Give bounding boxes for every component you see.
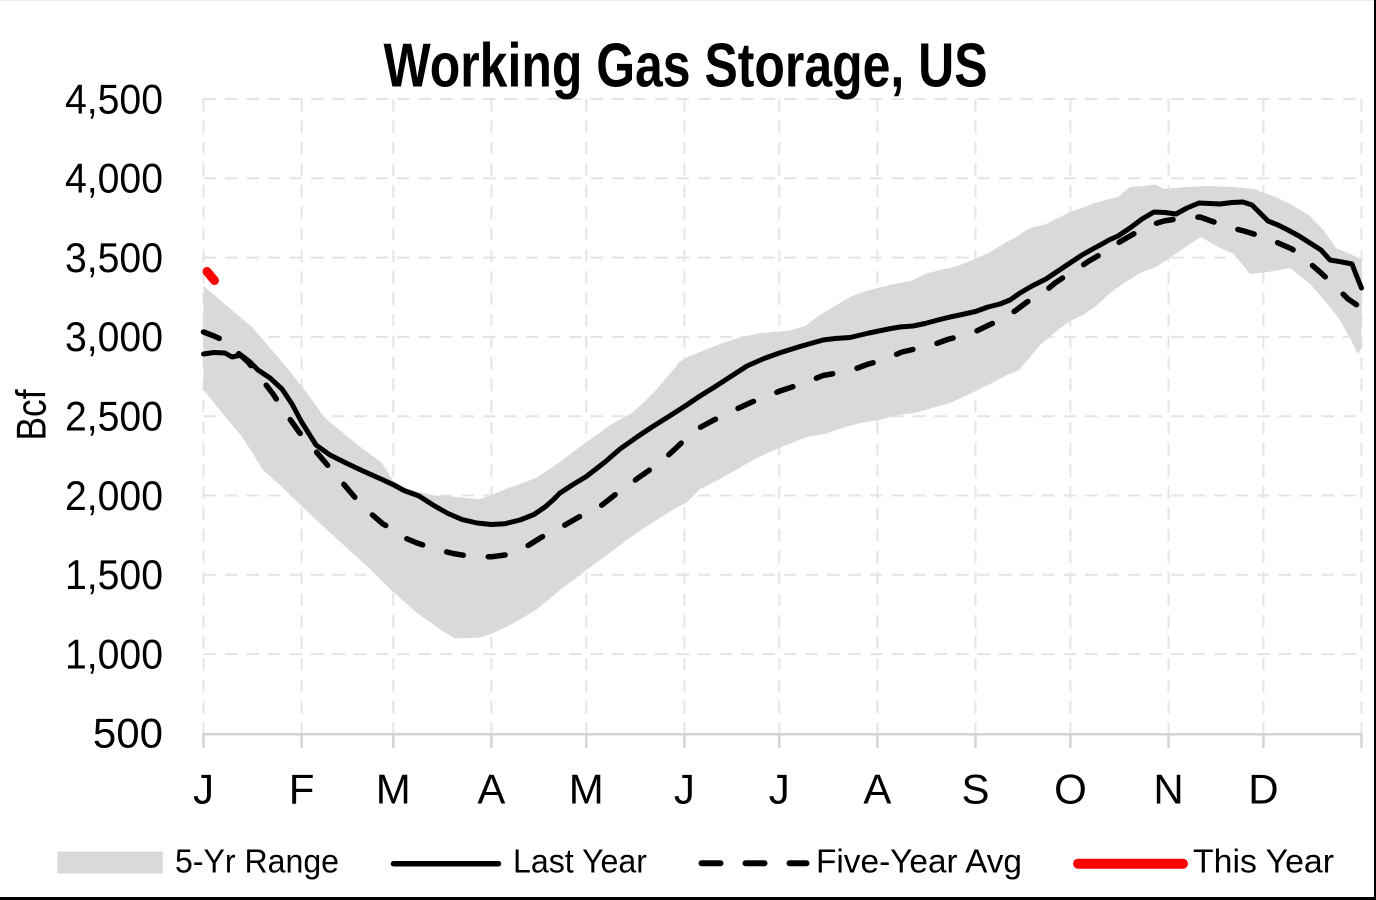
svg-text:J: J [769, 766, 790, 813]
svg-text:A: A [477, 766, 505, 813]
svg-text:4,000: 4,000 [65, 155, 163, 202]
svg-text:500: 500 [93, 710, 163, 757]
svg-text:Five-Year Avg: Five-Year Avg [816, 843, 1022, 880]
svg-text:N: N [1153, 766, 1183, 813]
svg-text:2,000: 2,000 [65, 472, 163, 519]
svg-text:1,000: 1,000 [65, 630, 163, 677]
svg-text:O: O [1054, 766, 1087, 813]
svg-text:3,000: 3,000 [65, 313, 163, 360]
svg-text:5-Yr Range: 5-Yr Range [175, 843, 339, 880]
svg-text:J: J [674, 766, 695, 813]
svg-text:Last Year: Last Year [513, 843, 647, 880]
svg-text:M: M [376, 766, 411, 813]
svg-text:M: M [569, 766, 604, 813]
svg-text:Bcf: Bcf [8, 389, 55, 440]
svg-text:D: D [1248, 766, 1278, 813]
svg-text:This Year: This Year [1193, 843, 1334, 880]
svg-text:2,500: 2,500 [65, 393, 163, 440]
svg-text:S: S [961, 766, 989, 813]
svg-text:A: A [863, 766, 891, 813]
svg-text:4,500: 4,500 [65, 75, 163, 122]
svg-text:F: F [289, 766, 315, 813]
svg-text:J: J [193, 766, 214, 813]
svg-text:3,500: 3,500 [65, 234, 163, 281]
svg-text:Working Gas Storage, US: Working Gas Storage, US [384, 32, 988, 101]
svg-text:1,500: 1,500 [65, 551, 163, 598]
